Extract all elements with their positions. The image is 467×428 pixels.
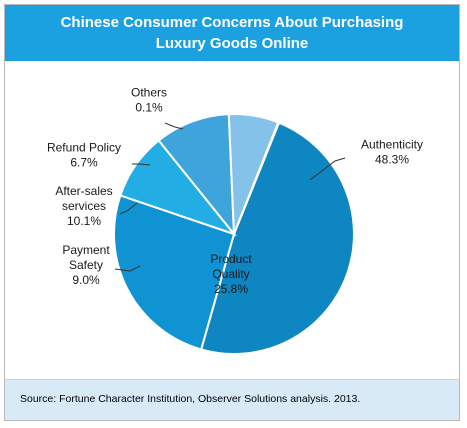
slice-label-line: Quality [212, 267, 249, 281]
chart-title-bar: Chinese Consumer Concerns About Purchasi… [5, 5, 459, 61]
slice-label-payment-safety: Payment Safety 9.0% [62, 243, 110, 287]
leader-line [114, 265, 141, 272]
slice-label-line: 10.1% [67, 214, 101, 228]
slice-label-product-quality: Product Quality 25.8% [210, 252, 252, 296]
slice-label-line: 48.3% [375, 153, 409, 167]
leader-line [119, 202, 138, 215]
slice-label-line: Refund Policy [47, 141, 121, 155]
chart-frame: Chinese Consumer Concerns About Purchasi… [4, 4, 460, 421]
slice-label-line: Safety [69, 258, 103, 272]
leader-line [309, 157, 346, 181]
slice-label-authenticity: Authenticity 48.3% [361, 138, 423, 167]
pie-slice-authenticity [199, 121, 355, 355]
leader-line [132, 163, 151, 166]
pie-slice-product-quality [113, 194, 236, 351]
slice-label-line: services [62, 199, 106, 213]
leader-line [164, 122, 184, 130]
chart-title-line-2: Luxury Goods Online [155, 35, 309, 52]
slice-label-line: 25.8% [214, 282, 248, 296]
pie-slice-after-sales-services [157, 113, 236, 237]
slice-label-line: After-sales [55, 184, 112, 198]
slice-label-line: 6.7% [70, 156, 98, 170]
slice-label-line: Others [131, 86, 167, 100]
slice-label-refund-policy: Refund Policy 6.7% [47, 141, 121, 170]
slice-label-line: 0.1% [135, 101, 163, 115]
slice-label-line: Product [210, 252, 252, 266]
slice-label-others: Others 0.1% [131, 86, 167, 115]
pie-chart: Authenticity 48.3% Product Quality 25.8% Paym… [47, 86, 423, 355]
slice-label-after-sales-services: After-sales services 10.1% [55, 184, 112, 228]
chart-title-line-1: Chinese Consumer Concerns About Purchasi… [60, 14, 404, 31]
source-bar: Source: Fortune Character Institution, O… [5, 379, 459, 420]
source-note: Source: Fortune Character Institution, O… [20, 393, 361, 405]
pie-slice-others [233, 121, 281, 235]
slice-label-line: Payment [62, 243, 110, 257]
slice-label-line: 9.0% [72, 273, 100, 287]
slice-label-line: Authenticity [361, 138, 423, 152]
